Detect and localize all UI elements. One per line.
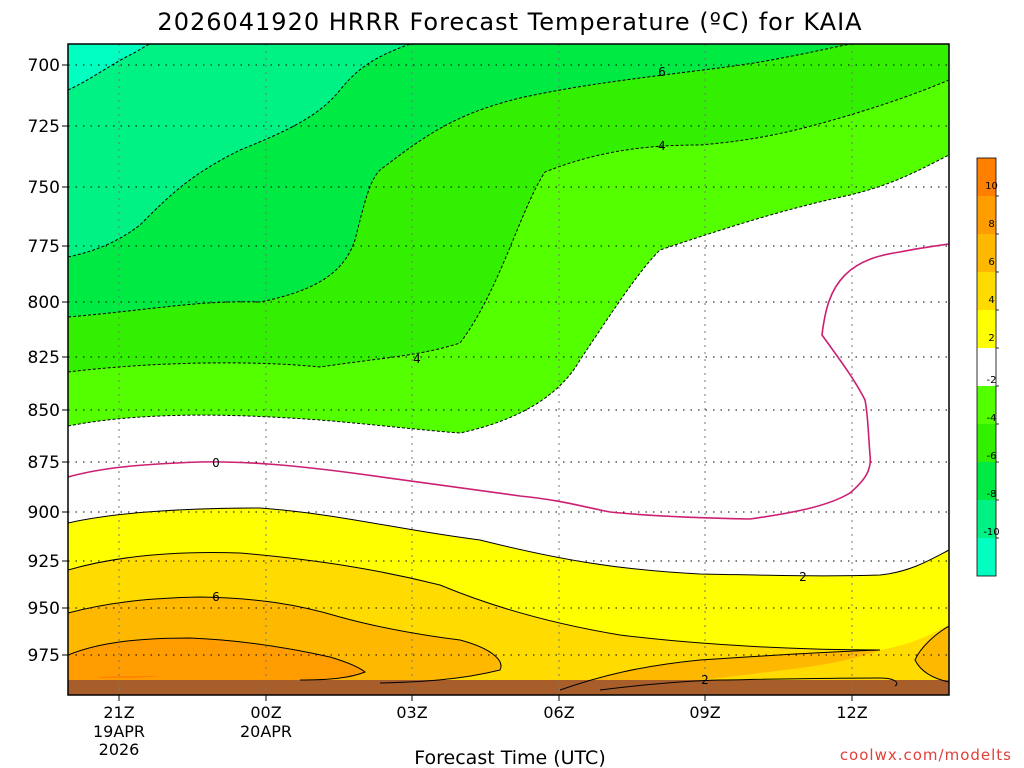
y-tick-label: 700 (28, 56, 60, 76)
chart-title: 2026041920 HRRR Forecast Temperature (ºC… (157, 8, 862, 36)
x-tick-date: 19APR (93, 722, 145, 741)
colorbar-swatch (977, 348, 996, 386)
colorbar-swatch (977, 158, 996, 196)
x-axis-title: Forecast Time (UTC) (414, 747, 605, 768)
contour-label: 4 (658, 139, 666, 153)
colorbar-tick-label: 2 (988, 333, 994, 344)
colorbar: 10 8 6 4 2 -2 -4 -6 -8 -10 (976, 157, 1000, 577)
colorbar-swatch (977, 310, 996, 348)
y-tick-label: 800 (28, 293, 60, 313)
y-tick-label: 900 (28, 503, 60, 523)
colorbar-tick-label: -2 (987, 375, 997, 386)
y-tick-label: 950 (28, 599, 60, 619)
y-axis: 700 725 750 775 800 825 850 875 900 925 950 975 (28, 56, 68, 666)
colorbar-swatch (977, 462, 996, 500)
contour-label: 6 (658, 65, 666, 79)
colorbar-tick-label: 10 (985, 181, 998, 192)
contour-field (68, 44, 949, 695)
x-tick-date: 2026 (99, 740, 140, 759)
band-plus10 (100, 676, 160, 678)
y-tick-label: 825 (28, 348, 60, 368)
y-tick-label: 750 (28, 178, 60, 198)
colorbar-swatch (977, 386, 996, 424)
contour-label: 0 (212, 456, 220, 470)
y-tick-label: 775 (28, 237, 60, 257)
colorbar-tick-label: 8 (988, 219, 994, 230)
contour-label: 2 (701, 673, 709, 687)
colorbar-swatch (977, 272, 996, 310)
colorbar-swatch (977, 538, 996, 576)
x-tick-date: 20APR (240, 722, 292, 741)
credit-text: coolwx.com/modelts (840, 746, 1012, 764)
band-minus8 (68, 44, 410, 257)
ground-surface (68, 680, 949, 695)
y-tick-label: 725 (28, 117, 60, 137)
x-tick-label: 12Z (836, 703, 867, 722)
colorbar-tick-label: -4 (987, 413, 997, 424)
y-tick-label: 975 (28, 646, 60, 666)
y-tick-label: 850 (28, 401, 60, 421)
colorbar-tick-label: 4 (988, 295, 994, 306)
colorbar-tick-label: -10 (983, 527, 999, 538)
x-tick-label: 03Z (396, 703, 427, 722)
x-tick-label: 21Z (103, 703, 134, 722)
colorbar-swatch (977, 196, 996, 234)
colorbar-swatch (977, 500, 996, 538)
colorbar-swatch (977, 424, 996, 462)
contour-label: 2 (799, 570, 807, 584)
plot-frame (67, 43, 950, 696)
colorbar-swatch (977, 234, 996, 272)
cold-contours (68, 44, 949, 434)
colorbar-tick-label: -8 (987, 489, 997, 500)
x-tick-label: 09Z (689, 703, 720, 722)
band-minus10 (68, 44, 150, 90)
x-tick-label: 06Z (543, 703, 574, 722)
y-tick-label: 925 (28, 552, 60, 572)
x-tick-label: 00Z (250, 703, 281, 722)
contour-labels: 6 4 4 0 2 6 2 (212, 65, 807, 687)
freezing-line (68, 243, 949, 520)
warm-contours (68, 507, 949, 691)
contour-label: 4 (413, 352, 421, 366)
contour-label: 6 (212, 590, 220, 604)
colorbar-frame (976, 157, 997, 577)
band-plus6c (915, 626, 949, 682)
colorbar-tick-label: -6 (987, 451, 997, 462)
y-tick-label: 875 (28, 453, 60, 473)
band-plus8 (68, 638, 365, 680)
colorbar-tick-label: 6 (988, 257, 994, 268)
